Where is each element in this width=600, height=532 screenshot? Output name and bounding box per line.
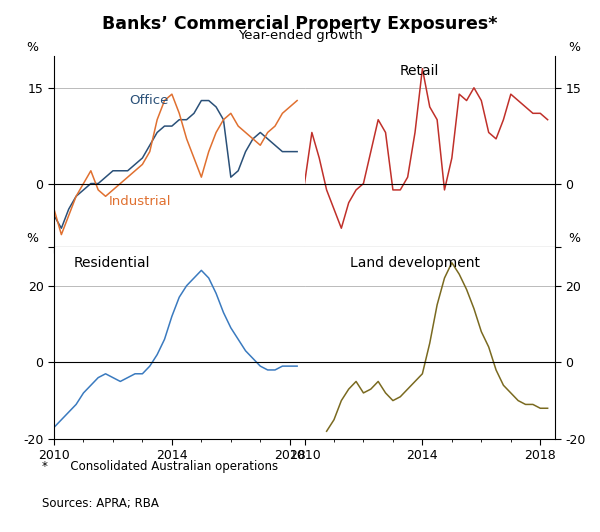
Text: %: % (26, 232, 38, 245)
Text: Residential: Residential (74, 255, 151, 270)
Text: Land development: Land development (350, 255, 479, 270)
Text: Industrial: Industrial (109, 195, 172, 208)
Text: *      Consolidated Australian operations: * Consolidated Australian operations (42, 460, 278, 473)
Text: Year-ended growth: Year-ended growth (238, 29, 362, 42)
Text: %: % (26, 41, 38, 54)
Text: %: % (568, 41, 580, 54)
Text: Office: Office (129, 94, 169, 107)
Text: Banks’ Commercial Property Exposures*: Banks’ Commercial Property Exposures* (102, 15, 498, 33)
Text: Sources: APRA; RBA: Sources: APRA; RBA (42, 497, 159, 510)
Text: %: % (568, 232, 580, 245)
Text: Retail: Retail (400, 64, 439, 78)
